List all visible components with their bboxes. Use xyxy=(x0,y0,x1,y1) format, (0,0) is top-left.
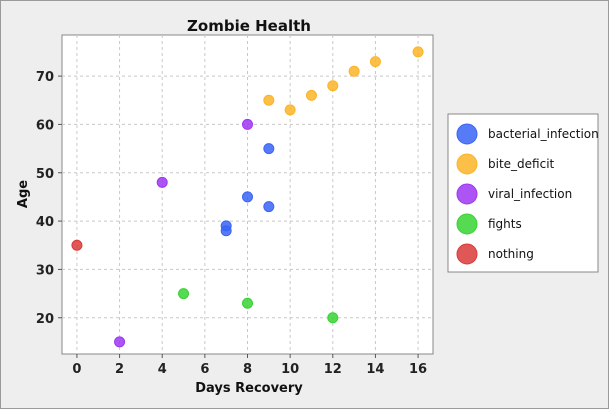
data-point-viral-infection xyxy=(242,118,253,130)
data-point-bacterial-infection xyxy=(263,201,275,213)
legend-marker xyxy=(456,213,478,235)
axes: 0 2 4 6 8 10 12 14 16 20 30 40 50 60 70 xyxy=(36,70,427,377)
data-point-viral-infection xyxy=(156,176,168,188)
x-tick-label: 6 xyxy=(200,362,209,377)
data-point-fights xyxy=(178,288,190,300)
x-tick-label: 0 xyxy=(72,362,81,377)
grid xyxy=(62,35,433,354)
data-point-bacterial-infection xyxy=(242,191,253,203)
data-point-bite-deficit xyxy=(412,46,424,58)
legend-label: bite_deficit xyxy=(488,157,555,171)
x-tick-label: 16 xyxy=(409,362,427,377)
y-tick-label: 60 xyxy=(36,118,54,133)
y-tick-label: 30 xyxy=(36,263,54,278)
x-tick-label: 12 xyxy=(324,362,342,377)
legend-label: bacterial_infection xyxy=(488,127,599,141)
y-tick-label: 20 xyxy=(36,312,54,327)
data-point-nothing xyxy=(71,239,83,251)
x-tick-label: 10 xyxy=(281,362,299,377)
legend-marker xyxy=(456,123,478,145)
data-point-bite-deficit xyxy=(327,80,339,92)
x-tick-label: 14 xyxy=(366,362,384,377)
y-axis-title: Age xyxy=(16,180,31,208)
legend-marker xyxy=(456,183,478,205)
legend-label: viral_infection xyxy=(488,187,572,201)
data-point-bite-deficit xyxy=(263,94,275,106)
legend-label: nothing xyxy=(488,247,534,261)
x-tick-label: 8 xyxy=(243,362,252,377)
data-point-bite-deficit xyxy=(369,56,381,68)
x-tick-label: 4 xyxy=(158,362,167,377)
y-tick-label: 70 xyxy=(36,70,54,85)
y-tick-label: 40 xyxy=(36,215,54,230)
data-point-bacterial-infection xyxy=(220,220,232,232)
x-tick-label: 2 xyxy=(115,362,124,377)
data-point-fights xyxy=(242,297,253,309)
data-point-bite-deficit xyxy=(284,104,296,116)
data-point-bite-deficit xyxy=(305,89,317,101)
legend-items: bacterial_infection bite_deficit viral_inf… xyxy=(456,123,599,265)
legend-marker xyxy=(456,243,478,265)
data-point-bacterial-infection xyxy=(263,143,275,155)
legend-label: fights xyxy=(488,217,522,231)
legend-marker xyxy=(456,153,478,175)
data-point-bite-deficit xyxy=(348,65,360,77)
data-points xyxy=(71,46,424,348)
data-point-viral-infection xyxy=(114,336,126,348)
y-tick-label: 50 xyxy=(36,167,54,182)
data-point-fights xyxy=(327,312,339,324)
chart-title: Zombie Health xyxy=(187,17,311,35)
x-axis-title: Days Recovery xyxy=(195,381,303,396)
